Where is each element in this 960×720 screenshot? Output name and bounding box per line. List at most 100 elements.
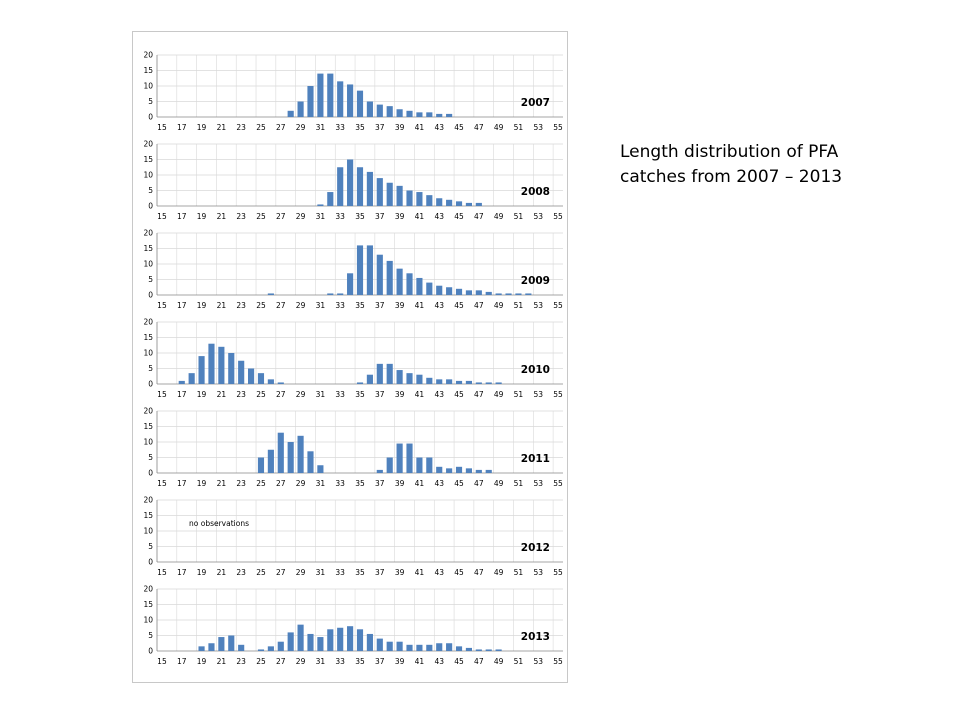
y-tick-label: 5 <box>148 631 153 640</box>
bar <box>416 644 423 651</box>
bar <box>267 293 274 295</box>
bar <box>396 185 403 206</box>
x-tick-label: 39 <box>395 390 405 399</box>
x-tick-label: 33 <box>335 657 345 666</box>
bar <box>426 644 433 651</box>
x-tick-label: 19 <box>197 301 207 310</box>
bar <box>317 465 324 473</box>
x-tick-label: 39 <box>395 479 405 488</box>
bar <box>317 204 324 206</box>
x-tick-label: 55 <box>553 568 563 577</box>
x-tick-label: 33 <box>335 301 345 310</box>
y-tick-label: 10 <box>143 616 153 625</box>
x-tick-label: 31 <box>316 390 326 399</box>
bar <box>396 641 403 651</box>
x-tick-label: 15 <box>157 568 167 577</box>
x-tick-label: 21 <box>217 212 227 221</box>
y-tick-label: 10 <box>143 82 153 91</box>
y-tick-label: 15 <box>143 155 153 164</box>
bar <box>337 293 344 295</box>
y-tick-label: 10 <box>143 527 153 536</box>
chart-2012: 0 5 10 15 20 15 17 19 21 23 25 27 29 31 33 35 37 39 41 43 45… <box>143 496 563 577</box>
bar <box>396 109 403 117</box>
x-tick-label: 29 <box>296 479 306 488</box>
bar <box>297 435 304 473</box>
x-tick-label: 23 <box>236 301 246 310</box>
x-tick-label: 51 <box>514 212 524 221</box>
bar <box>416 112 423 117</box>
bar <box>178 380 185 384</box>
bar <box>327 73 334 117</box>
y-tick-label: 0 <box>148 380 153 389</box>
x-tick-label: 51 <box>514 123 524 132</box>
bar <box>386 641 393 651</box>
x-tick-label: 43 <box>434 479 444 488</box>
x-tick-label: 49 <box>494 212 504 221</box>
x-tick-label: 41 <box>415 479 425 488</box>
x-tick-label: 23 <box>236 657 246 666</box>
y-tick-label: 15 <box>143 511 153 520</box>
x-tick-label: 43 <box>434 123 444 132</box>
bar <box>475 469 482 473</box>
chart-2008: 0 5 10 15 20 15 17 19 21 23 25 27 29 31 33 35 37 39 41 43 45… <box>143 140 563 221</box>
bar <box>475 202 482 206</box>
x-tick-label: 15 <box>157 301 167 310</box>
x-tick-label: 41 <box>415 657 425 666</box>
y-tick-label: 5 <box>148 275 153 284</box>
bar <box>218 346 225 384</box>
y-tick-label: 0 <box>148 113 153 122</box>
x-tick-label: 23 <box>236 390 246 399</box>
bar <box>406 443 413 473</box>
bar <box>228 353 235 384</box>
bar <box>416 457 423 473</box>
bar <box>495 649 502 651</box>
x-tick-label: 21 <box>217 301 227 310</box>
x-tick-label: 17 <box>177 568 187 577</box>
x-tick-label: 15 <box>157 123 167 132</box>
x-tick-label: 45 <box>454 301 464 310</box>
x-tick-label: 27 <box>276 568 286 577</box>
y-tick-label: 5 <box>148 364 153 373</box>
bar <box>337 81 344 117</box>
bar <box>416 192 423 206</box>
bar <box>436 379 443 384</box>
bar <box>475 382 482 384</box>
bar <box>248 368 255 384</box>
bar <box>406 273 413 295</box>
year-label: 2010 <box>521 364 550 376</box>
x-tick-label: 17 <box>177 390 187 399</box>
bar <box>465 290 472 295</box>
x-tick-label: 35 <box>355 479 365 488</box>
x-tick-label: 35 <box>355 212 365 221</box>
x-tick-label: 45 <box>454 657 464 666</box>
bar <box>426 195 433 206</box>
x-tick-label: 31 <box>316 301 326 310</box>
x-tick-label: 53 <box>533 390 543 399</box>
bar <box>317 73 324 117</box>
bar <box>376 178 383 206</box>
x-tick-label: 41 <box>415 123 425 132</box>
bar <box>356 382 364 384</box>
x-tick-label: 25 <box>256 568 266 577</box>
x-tick-label: 47 <box>474 479 484 488</box>
year-label: 2007 <box>521 97 550 109</box>
x-tick-label: 49 <box>494 123 504 132</box>
bar <box>455 288 463 295</box>
x-tick-label: 29 <box>296 123 306 132</box>
y-tick-label: 15 <box>143 244 153 253</box>
year-label: 2008 <box>521 186 550 198</box>
chart-panel <box>132 31 568 683</box>
bar <box>267 646 274 651</box>
x-tick-label: 47 <box>474 390 484 399</box>
x-tick-label: 29 <box>296 301 306 310</box>
y-tick-label: 20 <box>143 51 153 60</box>
y-tick-label: 15 <box>143 600 153 609</box>
bar <box>297 624 304 651</box>
bar <box>495 382 502 384</box>
bar <box>356 629 364 651</box>
x-tick-label: 53 <box>533 301 543 310</box>
bar <box>436 466 443 473</box>
x-tick-label: 37 <box>375 568 385 577</box>
chart-2013: 0 5 10 15 20 15 17 19 21 23 25 27 29 31 33 35 37 39 41 43 45… <box>143 585 563 666</box>
